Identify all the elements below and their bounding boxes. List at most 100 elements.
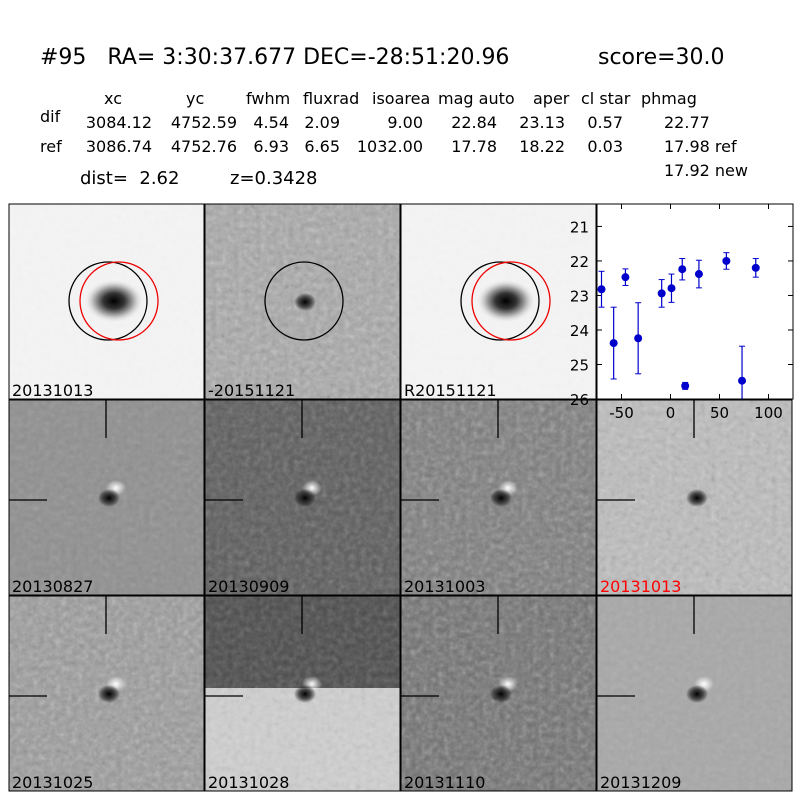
point	[722, 256, 731, 265]
aperture	[264, 261, 344, 341]
panel-frame	[8, 203, 205, 400]
aperture	[68, 261, 148, 341]
column-header: aper	[533, 89, 570, 108]
panel-frame	[204, 595, 401, 792]
point	[667, 284, 676, 293]
residual-dark	[686, 685, 708, 703]
panel-frame	[8, 595, 205, 792]
table-cell: 4752.59	[171, 113, 237, 132]
dist: dist= 2.62	[80, 168, 179, 189]
column-header: mag auto	[438, 89, 515, 108]
table-cell: 23.13	[519, 113, 565, 132]
table-cell: 22.77	[664, 113, 710, 132]
galaxy	[84, 279, 144, 323]
aperture-ref	[471, 261, 551, 341]
x-tick-label: -50	[609, 404, 634, 422]
table-cell: 4.54	[253, 113, 289, 132]
point	[634, 334, 643, 343]
row-label: ref	[40, 137, 62, 156]
title: #95 RA= 3:30:37.677 DEC=-28:51:20.96	[40, 45, 509, 70]
point	[621, 273, 630, 282]
image-panel: -20151121	[204, 203, 401, 400]
table-cell: 0.57	[587, 113, 623, 132]
column-header: yc	[186, 89, 204, 108]
residual-dark	[490, 489, 512, 507]
panel-label: 20131110	[404, 773, 485, 792]
point	[681, 381, 690, 390]
y-tick-label: 22	[570, 253, 589, 271]
table-cell: 17.78	[451, 137, 497, 156]
panel-frame	[204, 203, 401, 400]
image-panel: 20131003	[400, 399, 597, 596]
table-cell: 3084.12	[86, 113, 152, 132]
image-panel: 20131013	[8, 203, 205, 400]
panel-label: 20131003	[404, 577, 485, 596]
aperture-ref	[79, 261, 159, 341]
table-cell: 6.93	[253, 137, 289, 156]
point	[694, 270, 703, 279]
panel-label: 20130827	[12, 577, 93, 596]
image-panel: 20131209	[596, 595, 793, 792]
panel-label: 20130909	[208, 577, 289, 596]
point	[657, 289, 666, 298]
residual-dark	[98, 489, 120, 507]
column-header: isoarea	[372, 89, 430, 108]
aperture	[460, 261, 540, 341]
panels: 20131013 -20151121 R20151121 20130827 201309…	[8, 203, 793, 792]
point	[678, 265, 687, 274]
residual-dark	[686, 489, 708, 507]
plot-bg	[596, 203, 794, 400]
residual-dark	[294, 293, 316, 311]
y-tick-label: 26	[570, 391, 589, 409]
image-panel: 20130909	[204, 399, 401, 596]
panel-label: 20131025	[12, 773, 93, 792]
panel-frame	[400, 595, 597, 792]
column-header: fluxrad	[303, 89, 359, 108]
y-tick-label: 24	[570, 322, 589, 340]
panel-frame	[400, 399, 597, 596]
panel-frame	[204, 399, 401, 596]
residual-dark	[294, 685, 316, 703]
panel-label: 20131013	[600, 577, 681, 596]
image-panel: 20131013	[596, 399, 793, 596]
residual-dark	[490, 685, 512, 703]
panel-frame	[8, 399, 205, 596]
score: score=30.0	[598, 45, 725, 70]
panel-frame	[400, 203, 597, 400]
x-tick-label: 100	[754, 404, 783, 422]
residual-dark	[294, 489, 316, 507]
table-cell: 9.00	[387, 113, 423, 132]
column-header: cl star	[581, 89, 631, 108]
image-panel: 20131025	[8, 595, 205, 792]
light-curve: 21 22 23 24 25 26 -50 0 50 100	[570, 203, 794, 422]
y-tick-label: 23	[570, 287, 589, 305]
panel-label: R20151121	[404, 381, 497, 400]
series	[597, 252, 760, 399]
table-cell: 22.84	[451, 113, 497, 132]
residual-dark	[98, 685, 120, 703]
image-panel: R20151121	[400, 203, 597, 400]
x-tick-label: 0	[666, 404, 676, 422]
point	[597, 285, 606, 294]
table-cell: 0.03	[587, 137, 623, 156]
table-cell: 6.65	[304, 137, 340, 156]
panel-frame	[596, 399, 793, 596]
panel-frame	[596, 595, 793, 792]
panel-label: -20151121	[208, 381, 295, 400]
phmag-new: 17.92 new	[664, 161, 748, 180]
table-cell: 4752.76	[171, 137, 237, 156]
redshift: z=0.3428	[230, 168, 318, 189]
point	[738, 376, 747, 385]
table-cell: 18.22	[519, 137, 565, 156]
row-label: dif	[40, 107, 61, 126]
x-tick-label: 50	[710, 404, 729, 422]
point	[751, 263, 760, 272]
column-header: fwhm	[246, 89, 290, 108]
y-tick-label: 25	[570, 356, 589, 374]
galaxy	[476, 279, 536, 323]
panel-label: 20131013	[12, 381, 93, 400]
panel-label: 20131209	[600, 773, 681, 792]
column-header: xc	[104, 89, 122, 108]
table-cell: 2.09	[304, 113, 340, 132]
